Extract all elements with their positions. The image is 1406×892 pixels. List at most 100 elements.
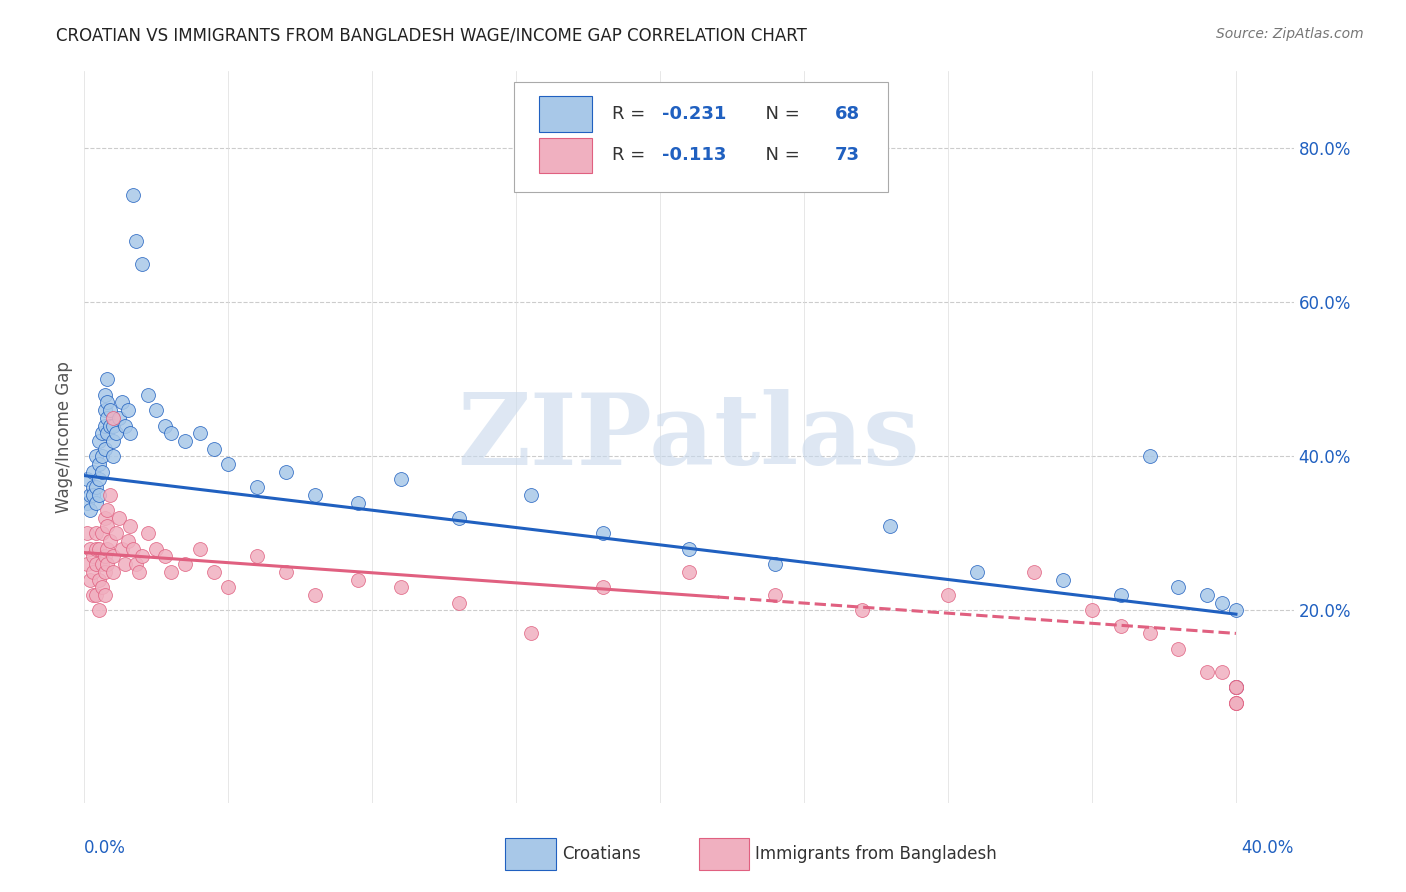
Point <box>519 626 541 640</box>
Point <box>1052 573 1074 587</box>
Point <box>87 488 110 502</box>
Point <box>304 488 326 502</box>
Point <box>87 541 110 556</box>
Point <box>93 511 115 525</box>
Point <box>274 465 297 479</box>
Text: ZIPatlas: ZIPatlas <box>458 389 920 485</box>
Point <box>136 388 159 402</box>
Point <box>84 557 107 571</box>
Point <box>93 403 115 417</box>
Point <box>447 596 470 610</box>
Point <box>936 588 959 602</box>
Point <box>96 372 118 386</box>
Point <box>101 418 124 433</box>
Point <box>202 442 225 456</box>
FancyBboxPatch shape <box>505 838 555 870</box>
Point <box>125 234 148 248</box>
Text: 0.0%: 0.0% <box>84 839 127 857</box>
Point <box>82 480 104 494</box>
Point <box>114 557 136 571</box>
Point <box>98 403 121 417</box>
Point <box>96 518 118 533</box>
Point <box>1225 696 1247 710</box>
Point <box>1081 603 1104 617</box>
Point <box>82 465 104 479</box>
Point <box>966 565 988 579</box>
Point <box>1197 588 1219 602</box>
Point <box>145 403 167 417</box>
Point <box>763 557 786 571</box>
Point <box>82 588 104 602</box>
Point <box>120 518 142 533</box>
Text: 68: 68 <box>835 104 860 123</box>
Point <box>217 580 239 594</box>
Point <box>188 541 211 556</box>
Point <box>101 434 124 448</box>
Point <box>592 580 614 594</box>
Point <box>153 418 176 433</box>
Point <box>90 426 112 441</box>
Point <box>188 426 211 441</box>
Point <box>1167 641 1189 656</box>
Point <box>93 565 115 579</box>
Point <box>246 480 269 494</box>
Point <box>1109 618 1132 632</box>
Point <box>202 565 225 579</box>
Point <box>98 418 121 433</box>
Point <box>1225 681 1247 695</box>
Point <box>82 549 104 564</box>
Point <box>145 541 167 556</box>
Point <box>1167 580 1189 594</box>
Point <box>93 418 115 433</box>
Point <box>763 588 786 602</box>
Point <box>90 450 112 464</box>
Point <box>1139 450 1161 464</box>
Point <box>389 580 412 594</box>
Point <box>87 457 110 471</box>
Point <box>678 565 700 579</box>
Y-axis label: Wage/Income Gap: Wage/Income Gap <box>55 361 73 513</box>
Point <box>93 588 115 602</box>
Point <box>1139 626 1161 640</box>
Text: R =: R = <box>612 146 651 164</box>
Point <box>108 410 131 425</box>
Point <box>76 557 98 571</box>
Point <box>851 603 873 617</box>
Point <box>347 573 370 587</box>
Point <box>93 442 115 456</box>
Point <box>117 403 139 417</box>
FancyBboxPatch shape <box>513 82 889 192</box>
Point <box>1211 596 1233 610</box>
Point <box>105 426 128 441</box>
Point <box>1225 696 1247 710</box>
Point <box>114 418 136 433</box>
Point <box>84 495 107 509</box>
Point <box>1225 603 1247 617</box>
Text: Source: ZipAtlas.com: Source: ZipAtlas.com <box>1216 27 1364 41</box>
Point <box>136 526 159 541</box>
Point <box>125 557 148 571</box>
Point <box>101 410 124 425</box>
Point <box>84 588 107 602</box>
Point <box>174 557 197 571</box>
Point <box>122 187 145 202</box>
Point <box>120 426 142 441</box>
Point <box>96 557 118 571</box>
Text: 73: 73 <box>835 146 860 164</box>
Point <box>76 526 98 541</box>
Point <box>1024 565 1046 579</box>
Point <box>96 541 118 556</box>
Text: Immigrants from Bangladesh: Immigrants from Bangladesh <box>755 845 997 863</box>
Text: N =: N = <box>754 104 806 123</box>
Point <box>217 457 239 471</box>
Point <box>159 426 181 441</box>
Point <box>1225 681 1247 695</box>
Point <box>1225 681 1247 695</box>
Point <box>96 426 118 441</box>
Point <box>79 503 101 517</box>
Point <box>98 534 121 549</box>
Point <box>84 480 107 494</box>
FancyBboxPatch shape <box>699 838 749 870</box>
Text: -0.231: -0.231 <box>662 104 727 123</box>
Point <box>1197 665 1219 679</box>
